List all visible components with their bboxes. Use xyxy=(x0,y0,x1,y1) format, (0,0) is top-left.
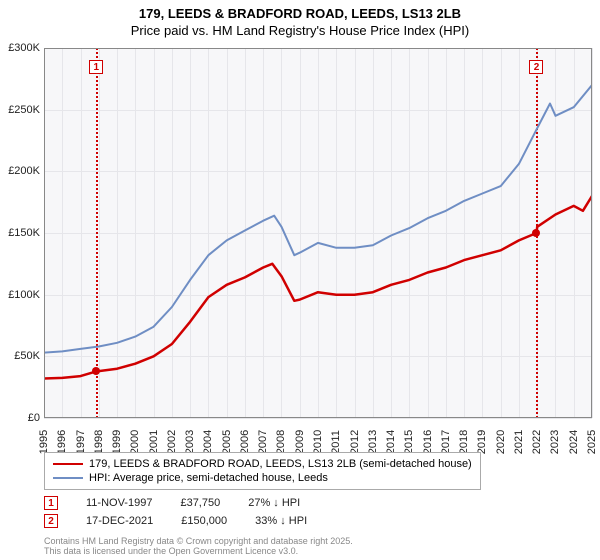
footer-line: Contains HM Land Registry data © Crown c… xyxy=(44,536,353,546)
x-tick-label: 2022 xyxy=(531,430,543,454)
y-tick-label: £200K xyxy=(0,165,40,177)
legend: 179, LEEDS & BRADFORD ROAD, LEEDS, LS13 … xyxy=(44,452,481,490)
x-tick-label: 2002 xyxy=(166,430,178,454)
x-tick-label: 2005 xyxy=(221,430,233,454)
x-tick-label: 1997 xyxy=(75,430,87,454)
x-tick-label: 2017 xyxy=(440,430,452,454)
transaction-delta: 27% ↓ HPI xyxy=(248,497,300,509)
x-tick-label: 2020 xyxy=(495,430,507,454)
legend-item: HPI: Average price, semi-detached house,… xyxy=(53,471,472,485)
chart: 12 £0£50K£100K£150K£200K£250K£300K 19951… xyxy=(44,48,592,418)
x-tick-label: 2001 xyxy=(148,430,160,454)
x-tick-label: 2012 xyxy=(349,430,361,454)
x-tick-label: 2014 xyxy=(385,430,397,454)
x-tick-label: 2010 xyxy=(312,430,324,454)
x-tick-label: 1995 xyxy=(38,430,50,454)
y-tick-label: £150K xyxy=(0,227,40,239)
footer-line: This data is licensed under the Open Gov… xyxy=(44,546,353,556)
x-tick-label: 2016 xyxy=(422,430,434,454)
x-tick-label: 2024 xyxy=(568,430,580,454)
x-tick-label: 1999 xyxy=(111,430,123,454)
transaction-rows: 1 11-NOV-1997 £37,750 27% ↓ HPI 2 17-DEC… xyxy=(44,494,307,530)
y-tick-label: £250K xyxy=(0,104,40,116)
legend-label: HPI: Average price, semi-detached house,… xyxy=(89,472,328,484)
x-tick-label: 2018 xyxy=(458,430,470,454)
x-tick-label: 2006 xyxy=(239,430,251,454)
transaction-date: 11-NOV-1997 xyxy=(86,497,152,509)
y-tick-label: £0 xyxy=(0,412,40,424)
x-tick-label: 2003 xyxy=(184,430,196,454)
x-tick-label: 1998 xyxy=(93,430,105,454)
x-tick-label: 2025 xyxy=(586,430,598,454)
x-tick-label: 2015 xyxy=(403,430,415,454)
x-tick-label: 2013 xyxy=(367,430,379,454)
plot-border xyxy=(44,48,592,418)
x-tick-label: 2011 xyxy=(330,430,342,454)
legend-item: 179, LEEDS & BRADFORD ROAD, LEEDS, LS13 … xyxy=(53,457,472,471)
x-tick-label: 2021 xyxy=(513,430,525,454)
transaction-delta: 33% ↓ HPI xyxy=(255,515,307,527)
legend-swatch xyxy=(53,463,83,466)
transaction-date: 17-DEC-2021 xyxy=(86,515,153,527)
page-title: 179, LEEDS & BRADFORD ROAD, LEEDS, LS13 … xyxy=(0,0,600,23)
y-tick-label: £300K xyxy=(0,42,40,54)
transaction-row: 1 11-NOV-1997 £37,750 27% ↓ HPI xyxy=(44,494,307,512)
y-tick-label: £100K xyxy=(0,289,40,301)
transaction-price: £150,000 xyxy=(181,515,227,527)
x-tick-label: 2008 xyxy=(275,430,287,454)
x-tick-label: 2023 xyxy=(549,430,561,454)
x-tick-label: 2000 xyxy=(129,430,141,454)
marker-box-icon: 1 xyxy=(44,496,58,510)
transaction-row: 2 17-DEC-2021 £150,000 33% ↓ HPI xyxy=(44,512,307,530)
y-tick-label: £50K xyxy=(0,350,40,362)
x-tick-label: 2019 xyxy=(476,430,488,454)
transaction-price: £37,750 xyxy=(180,497,220,509)
x-tick-label: 2009 xyxy=(294,430,306,454)
x-tick-label: 1996 xyxy=(56,430,68,454)
page-subtitle: Price paid vs. HM Land Registry's House … xyxy=(0,23,600,42)
footer: Contains HM Land Registry data © Crown c… xyxy=(44,536,353,557)
legend-swatch xyxy=(53,477,83,479)
marker-box-icon: 2 xyxy=(44,514,58,528)
legend-label: 179, LEEDS & BRADFORD ROAD, LEEDS, LS13 … xyxy=(89,458,472,470)
x-tick-label: 2004 xyxy=(202,430,214,454)
x-tick-label: 2007 xyxy=(257,430,269,454)
